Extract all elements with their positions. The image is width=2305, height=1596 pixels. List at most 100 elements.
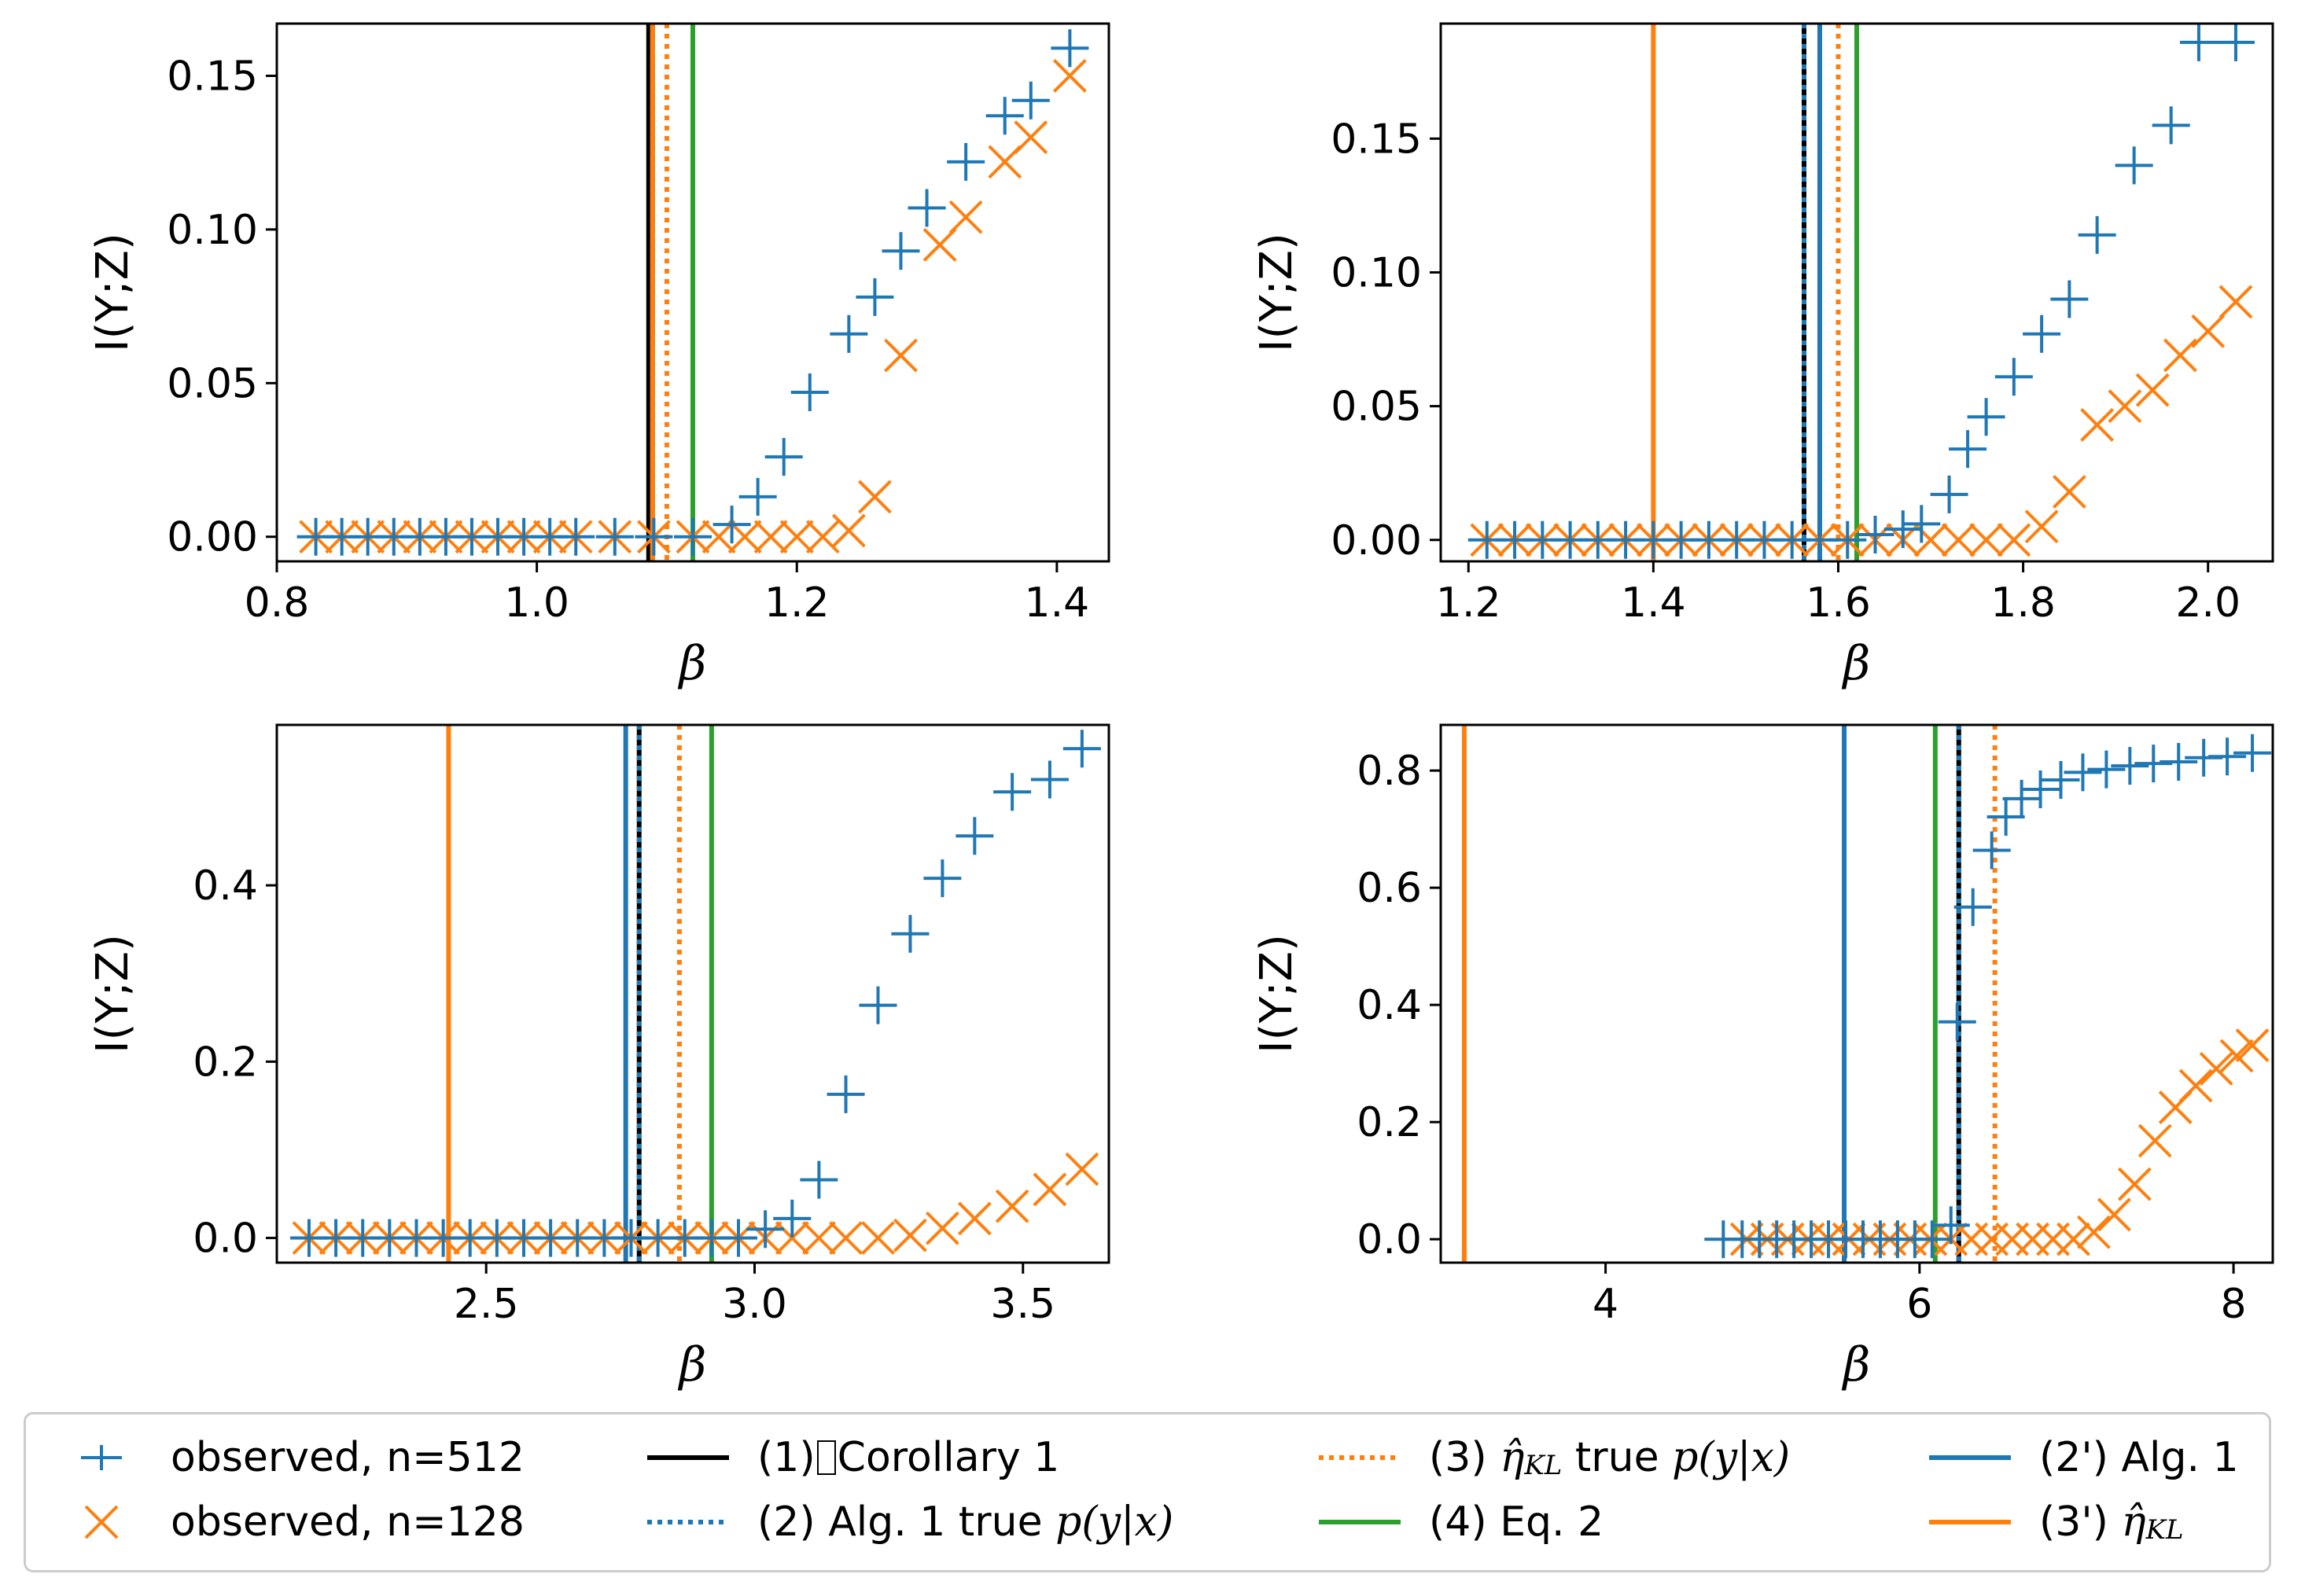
point-n128: [1065, 1152, 1099, 1186]
point-n128: [753, 520, 788, 554]
y-axis-label: I(Y;Z): [87, 934, 138, 1054]
point-n128: [2056, 1222, 2090, 1256]
point-n128-stroke: [1941, 523, 1975, 557]
point-n128-stroke: [2135, 373, 2170, 407]
legend-label-eta-kl: (3'): [2039, 1499, 2122, 1546]
point-n512: [2179, 24, 2218, 61]
point-n128: [1969, 523, 2003, 557]
legend-item-eta-kl: (3') η̂ KL: [1923, 1495, 2184, 1550]
point-n128-stroke: [2235, 1028, 2270, 1062]
plot-data-area: [289, 725, 1101, 1263]
legend-label-eta-kl-true: (3): [1429, 1434, 1500, 1481]
x-tick-label: 6: [1906, 1281, 1932, 1328]
solid-line-icon: [647, 1455, 729, 1460]
x-tick-label: 1.4: [1025, 579, 1090, 627]
subplot-top-left: 0.8 1.0 1.2 1.4 0.00 0.05 0.10 0.15 β I(Y;Z): [87, 22, 1110, 691]
y-tick-label: 0.10: [1331, 249, 1422, 296]
point-n128: [1033, 1172, 1067, 1207]
legend-item-n512: observed, n=512: [54, 1430, 525, 1485]
point-n512: [1986, 797, 2025, 836]
plot-data-area: [296, 24, 1089, 561]
point-n512: [2021, 770, 2060, 808]
point-n128-stroke: [727, 520, 762, 554]
point-n128-stroke: [893, 1218, 927, 1252]
legend-eta-subscript: KL: [2145, 1514, 2184, 1546]
point-n128: [829, 1221, 863, 1256]
y-axis-label: I(Y;Z): [1251, 233, 1302, 352]
point-n128-stroke: [1052, 59, 1087, 93]
plot-frame: [1439, 723, 2274, 1264]
y-tick-label: 0.10: [167, 207, 258, 254]
legend-label-n512: observed, n=512: [171, 1434, 525, 1481]
x-tick-label: 1.0: [504, 579, 569, 627]
point-n128: [925, 1211, 959, 1245]
y-tick-label: 0.0: [1357, 1216, 1422, 1263]
point-n128-stroke: [1065, 1152, 1099, 1186]
x-tick-label: 2.0: [2175, 579, 2241, 627]
point-n512: [2115, 146, 2153, 185]
x-tick-label: 3.0: [722, 1281, 787, 1328]
point-n128: [858, 480, 892, 514]
legend-label-eta-kl-true-mid: true: [1562, 1434, 1673, 1481]
x-tick-label: 1.2: [764, 579, 830, 627]
point-n512: [1051, 29, 1089, 68]
y-tick-label: 0.0: [193, 1215, 258, 1263]
legend-item-alg1: (2') Alg. 1: [1923, 1430, 2239, 1485]
point-n128-stroke: [2052, 475, 2086, 509]
point-n128: [2080, 408, 2115, 442]
point-n128: [1052, 59, 1087, 93]
point-n512: [1011, 81, 1050, 120]
point-n128-stroke: [884, 338, 918, 373]
plot-data-area: [1461, 725, 2272, 1263]
legend-label-eq2: (4) Eq. 2: [1429, 1499, 1604, 1546]
point-n512: [1967, 398, 2005, 436]
point-n128-stroke: [779, 520, 814, 554]
y-axis-label: I(Y;Z): [87, 233, 138, 352]
point-n512: [1883, 510, 1922, 549]
point-n128-stroke: [2191, 314, 2226, 348]
x-tick-label: 4: [1593, 1281, 1618, 1328]
legend-item-alg1-true: (2) Alg. 1 true p(y|x): [641, 1495, 1173, 1550]
point-n512: [2087, 750, 2126, 789]
subplot-top-right: 1.2 1.4 1.6 1.8 2.0 0.00 0.05 0.10 0.15 β I(Y;Z): [1251, 22, 2274, 691]
plot-frame: [275, 723, 1110, 1264]
x-axis-label: β: [1842, 636, 1871, 691]
point-n512: [2134, 745, 2173, 783]
point-n128: [805, 520, 840, 554]
point-n128-stroke: [2080, 408, 2115, 442]
legend-item-n128: observed, n=128: [54, 1495, 525, 1550]
point-n128: [2135, 373, 2170, 407]
dotted-line-icon: [647, 1520, 729, 1524]
y-tick-label: 0.2: [193, 1039, 258, 1086]
point-n512: [2023, 314, 2061, 353]
point-n128-stroke: [2024, 509, 2059, 544]
point-n128: [2024, 509, 2059, 544]
point-n128-stroke: [1033, 1172, 1067, 1207]
point-n512: [947, 142, 985, 181]
solid-line-icon: [1929, 1455, 2011, 1460]
point-n128: [995, 1189, 1029, 1223]
point-n512: [891, 914, 930, 953]
point-n512: [738, 477, 777, 516]
x-tick-label: 1.6: [1806, 579, 1871, 627]
point-n512: [830, 314, 868, 353]
point-n512: [2160, 742, 2198, 781]
point-n128-stroke: [957, 1201, 992, 1236]
point-n512: [2152, 106, 2190, 145]
point-n128-stroke: [2056, 1222, 2090, 1256]
point-n128-stroke: [2117, 1167, 2152, 1201]
point-n128: [957, 1201, 992, 1236]
point-n512: [1938, 1002, 1976, 1041]
y-tick-label: 0.6: [1357, 865, 1422, 912]
point-n128: [2219, 1039, 2254, 1073]
point-n128-stroke: [2137, 1123, 2172, 1158]
y-tick-label: 0.00: [167, 514, 258, 561]
point-n128-stroke: [2108, 389, 2142, 424]
point-n512: [1030, 760, 1069, 799]
x-marker-icon: [84, 1505, 119, 1539]
x-tick-label: 8: [2221, 1281, 2247, 1328]
y-tick-label: 0.05: [167, 360, 258, 407]
x-axis-label: β: [678, 636, 707, 691]
point-n512: [2111, 747, 2149, 785]
